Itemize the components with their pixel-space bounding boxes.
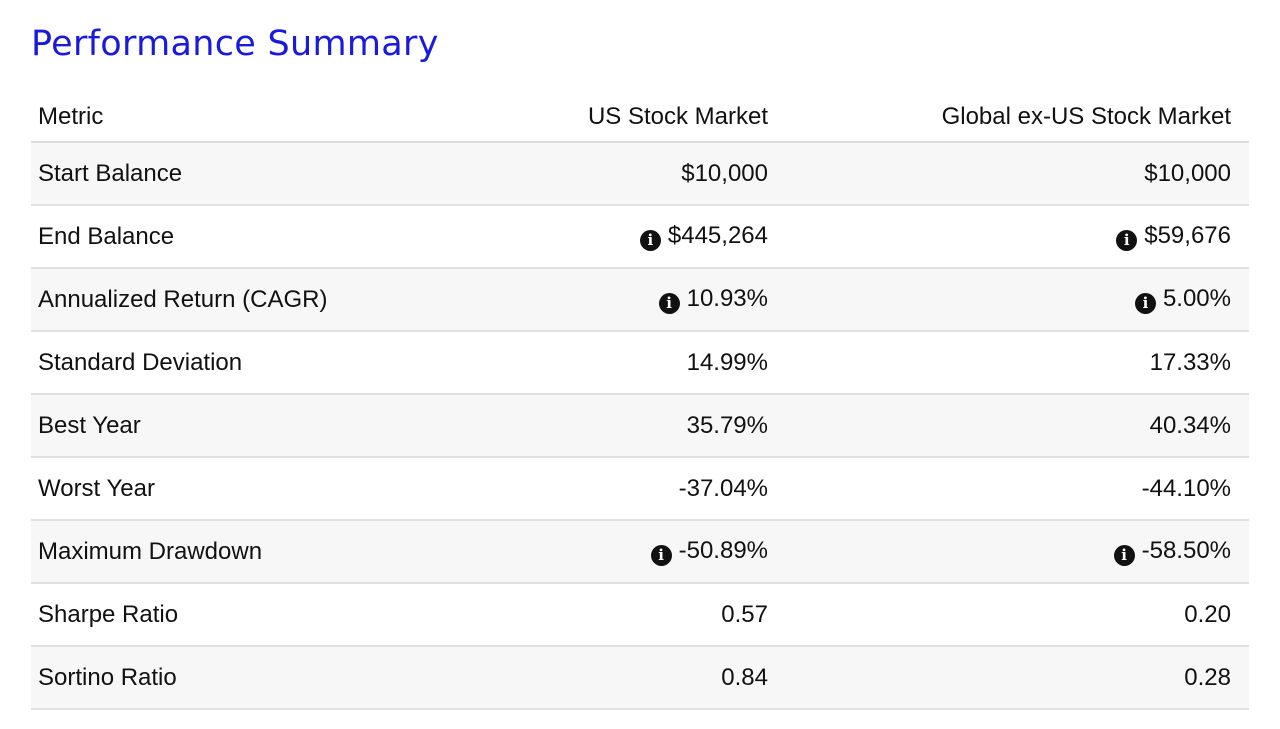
table-row: Start Balance $10,000 $10,000 <box>31 142 1249 206</box>
us-stock-market-value: 10.93% <box>686 285 768 312</box>
metric-label: Best Year <box>31 394 478 458</box>
us-stock-market-value-cell: 0.84 <box>478 646 781 710</box>
metric-label: Sortino Ratio <box>31 646 478 710</box>
global-ex-us-value: $10,000 <box>1144 159 1231 187</box>
us-stock-market-value: -50.89% <box>678 537 768 564</box>
table-row: Sharpe Ratio 0.57 0.20 <box>31 583 1249 647</box>
info-circle-icon[interactable]: i <box>1116 230 1138 251</box>
table-row: Maximum Drawdown i -50.89% i -58.50% <box>31 520 1249 584</box>
table-header-row: Metric US Stock Market Global ex-US Stoc… <box>31 92 1249 143</box>
global-ex-us-value: 0.28 <box>1184 663 1231 691</box>
us-stock-market-value-cell: 0.57 <box>478 583 781 647</box>
metric-label: Sharpe Ratio <box>31 583 478 647</box>
us-stock-market-value-cell: $10,000 <box>478 142 781 206</box>
global-ex-us-value: -58.50% <box>1141 537 1231 564</box>
us-stock-market-value-cell: i $445,264 <box>478 205 781 269</box>
table-row: End Balance i $445,264 i $59,676 <box>31 205 1249 269</box>
us-stock-market-value: 35.79% <box>686 411 768 439</box>
info-circle-icon[interactable]: i <box>1113 545 1135 566</box>
global-ex-us-value: -44.10% <box>1141 474 1231 502</box>
global-ex-us-value-cell: 17.33% <box>781 331 1249 395</box>
info-circle-icon[interactable]: i <box>650 545 672 566</box>
info-circle-icon[interactable]: i <box>639 230 661 251</box>
us-stock-market-value: 14.99% <box>686 348 768 376</box>
global-ex-us-value: 40.34% <box>1149 411 1231 439</box>
us-stock-market-value-cell: 35.79% <box>478 394 781 458</box>
metric-label: Standard Deviation <box>31 331 478 395</box>
us-stock-market-value-cell: i 10.93% <box>478 268 781 332</box>
global-ex-us-value: 5.00% <box>1162 285 1231 312</box>
global-ex-us-value-cell: i $59,676 <box>781 205 1249 269</box>
metric-label: Start Balance <box>31 142 478 206</box>
global-ex-us-value-cell: i -58.50% <box>781 520 1249 584</box>
column-header-us-stock-market: US Stock Market <box>478 92 781 143</box>
table-row: Best Year 35.79% 40.34% <box>31 394 1249 458</box>
column-header-global-ex-us-stock-market: Global ex-US Stock Market <box>781 92 1249 143</box>
us-stock-market-value-cell: 14.99% <box>478 331 781 395</box>
table-row: Sortino Ratio 0.84 0.28 <box>31 646 1249 710</box>
info-circle-icon[interactable]: i <box>658 293 680 314</box>
column-header-metric: Metric <box>31 92 478 143</box>
global-ex-us-value: 0.20 <box>1184 600 1231 628</box>
us-stock-market-value: $445,264 <box>667 222 768 249</box>
global-ex-us-value: 17.33% <box>1149 348 1231 376</box>
us-stock-market-value: -37.04% <box>678 474 768 502</box>
us-stock-market-value: 0.84 <box>721 663 768 691</box>
global-ex-us-value: $59,676 <box>1144 222 1231 249</box>
table-row: Annualized Return (CAGR) i 10.93% i 5.00% <box>31 268 1249 332</box>
global-ex-us-value-cell: -44.10% <box>781 457 1249 521</box>
us-stock-market-value: $10,000 <box>681 159 768 187</box>
global-ex-us-value-cell: i 5.00% <box>781 268 1249 332</box>
metric-label: Maximum Drawdown <box>31 520 478 584</box>
us-stock-market-value-cell: i -50.89% <box>478 520 781 584</box>
metric-label: End Balance <box>31 205 478 269</box>
global-ex-us-value-cell: 0.20 <box>781 583 1249 647</box>
global-ex-us-value-cell: 40.34% <box>781 394 1249 458</box>
performance-summary-table: Metric US Stock Market Global ex-US Stoc… <box>31 92 1249 710</box>
us-stock-market-value: 0.57 <box>721 600 768 628</box>
global-ex-us-value-cell: 0.28 <box>781 646 1249 710</box>
info-circle-icon[interactable]: i <box>1134 293 1156 314</box>
table-row: Standard Deviation 14.99% 17.33% <box>31 331 1249 395</box>
metric-label: Worst Year <box>31 457 478 521</box>
us-stock-market-value-cell: -37.04% <box>478 457 781 521</box>
page-title: Performance Summary <box>31 24 439 64</box>
global-ex-us-value-cell: $10,000 <box>781 142 1249 206</box>
metric-label: Annualized Return (CAGR) <box>31 268 478 332</box>
table-row: Worst Year -37.04% -44.10% <box>31 457 1249 521</box>
